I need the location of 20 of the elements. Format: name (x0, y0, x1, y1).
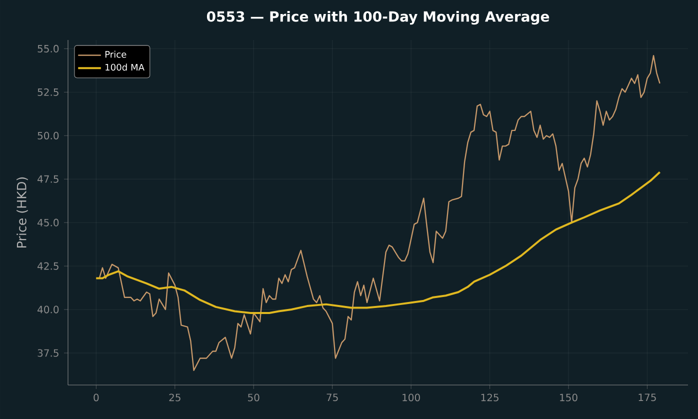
y-tick-label: 40.0 (38, 306, 59, 314)
chart-title: 0553 — Price with 100-Day Moving Average (206, 10, 550, 25)
x-tick-label: 0 (94, 394, 99, 402)
y-tick-label: 52.5 (38, 88, 58, 96)
x-tick-label: 50 (248, 394, 260, 402)
x-tick-label: 125 (481, 394, 498, 402)
x-tick-label: 150 (560, 394, 578, 402)
y-tick-label: 55.0 (38, 44, 59, 52)
legend-label: 100d MA (106, 64, 144, 71)
y-tick-label: 47.5 (38, 175, 58, 183)
y-axis-title: Price (HKD) (16, 177, 28, 248)
x-tick-label: 100 (402, 394, 420, 402)
y-tick-label: 42.5 (38, 262, 58, 270)
x-tick-label: 75 (326, 394, 338, 402)
x-tick-label: 175 (638, 394, 656, 402)
y-tick-label: 45.0 (38, 218, 59, 226)
y-tick-label: 37.5 (38, 349, 58, 357)
x-tick-label: 25 (169, 394, 180, 402)
y-tick-label: 50.0 (38, 132, 59, 140)
legend-label: Price (105, 50, 126, 58)
